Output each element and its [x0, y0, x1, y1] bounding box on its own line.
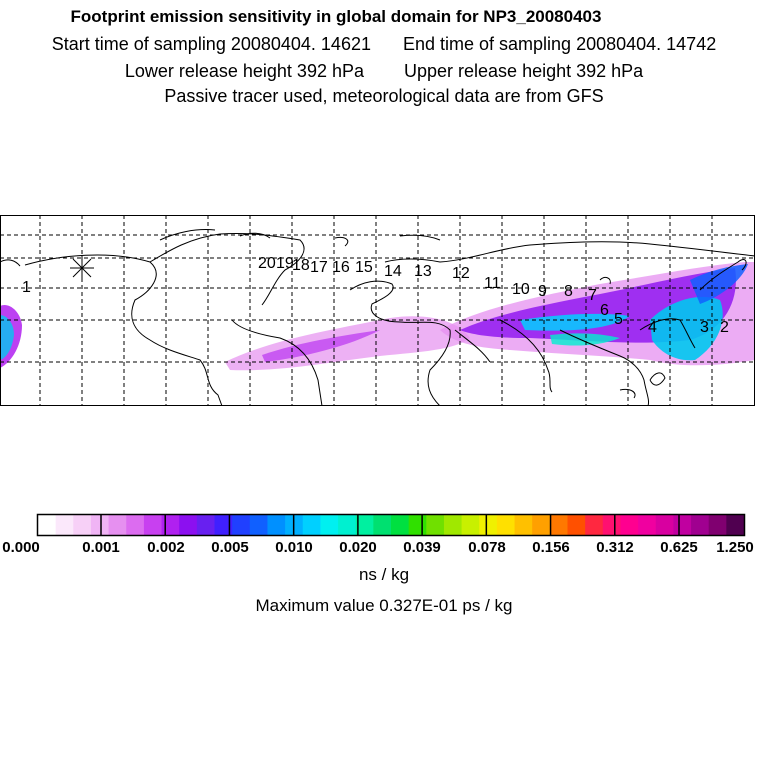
colorbar-ticks [100, 515, 680, 535]
trajectory-label: 1 [22, 279, 31, 296]
colorbar-swatch [426, 515, 445, 535]
colorbar-frame [36, 513, 746, 537]
maximum-value: Maximum value 0.327E-01 ps / kg [255, 596, 513, 615]
colorbar-swatch [461, 515, 480, 535]
colorbar-swatch [55, 515, 74, 535]
colorbar-swatch [708, 515, 727, 535]
release-heights: Lower release height 392 hPa Upper releas… [0, 61, 768, 82]
lat-lon-grid [0, 215, 755, 406]
map-content: 1 20 19 18 17 16 15 14 13 12 11 10 9 8 7… [0, 215, 755, 406]
trajectory-label: 6 [600, 302, 609, 319]
trajectory-label: 15 [355, 259, 373, 276]
trajectory-label: 18 [292, 257, 310, 274]
colorbar-tick-label: 0.010 [275, 539, 313, 556]
start-time: Start time of sampling 20080404. 14621 [51, 34, 371, 54]
plot-title: Footprint emission sensitivity in global… [70, 7, 602, 26]
colorbar-unit: ns / kg [358, 565, 410, 584]
colorbar-swatch [496, 515, 516, 535]
trajectory-label: 19 [276, 255, 294, 272]
colorbar-swatch [567, 515, 586, 535]
trajectory-label: 12 [452, 265, 470, 282]
trajectory-label: 10 [512, 281, 530, 298]
colorbar-swatch [196, 515, 216, 535]
colorbar-tick-label: 0.078 [468, 539, 506, 556]
colorbar-swatch [355, 515, 374, 535]
colorbar-swatch [373, 515, 392, 535]
tracer-note: Passive tracer used, meteorological data… [164, 86, 604, 106]
colorbar-swatch [655, 515, 674, 535]
colorbar-swatch [673, 515, 692, 535]
upper-release-height: Upper release height 392 hPa [404, 61, 644, 81]
colorbar-tick-label: 0.039 [403, 539, 441, 556]
trajectory-label: 8 [564, 283, 573, 300]
trajectory-label: 11 [484, 275, 501, 292]
map-frame [0, 215, 755, 406]
trajectory-label: 4 [648, 319, 657, 336]
trajectory-label: 17 [310, 259, 328, 276]
colorbar-tick-label: 0.000 [2, 539, 40, 556]
trajectory-label: 5 [614, 311, 623, 328]
sensitivity-field [0, 262, 755, 371]
trajectory-label: 14 [384, 263, 402, 280]
colorbar-swatch [532, 515, 551, 535]
colorbar-swatch [214, 515, 233, 535]
colorbar-swatch [249, 515, 269, 535]
colorbar-swatch [585, 515, 604, 535]
colorbar-swatch [338, 515, 357, 535]
colorbar-swatch [320, 515, 339, 535]
colorbar-swatch [267, 515, 286, 535]
colorbar-tick-label: 0.020 [339, 539, 377, 556]
colorbar-swatch [108, 515, 127, 535]
colorbar-swatch [549, 515, 569, 535]
colorbar-swatch [408, 515, 427, 535]
colorbar-swatch [638, 515, 657, 535]
trajectory-label: 7 [588, 287, 597, 304]
colorbar-tick-label: 0.005 [211, 539, 249, 556]
trajectory-label: 13 [414, 263, 432, 280]
end-time: End time of sampling 20080404. 14742 [402, 34, 717, 54]
colorbar-swatch [90, 515, 110, 535]
colorbar-swatch [302, 515, 321, 535]
trajectory-label: 20 [258, 255, 276, 272]
trajectory-labels: 1 20 19 18 17 16 15 14 13 12 11 10 9 8 7… [22, 255, 729, 336]
colorbar-tick-label: 0.156 [532, 539, 570, 556]
trajectory-label: 3 [700, 319, 709, 336]
colorbar-swatch [391, 515, 410, 535]
colorbar-swatch [726, 515, 745, 535]
colorbar-swatch [514, 515, 533, 535]
coastlines [0, 229, 755, 406]
colorbar-swatch [143, 515, 163, 535]
colorbar-tick-label: 0.625 [660, 539, 698, 556]
colorbar [38, 515, 745, 535]
colorbar-swatch [479, 515, 498, 535]
colorbar-tick-label: 1.250 [716, 539, 754, 556]
colorbar-swatch [232, 515, 251, 535]
lower-release-height: Lower release height 392 hPa [124, 61, 364, 81]
colorbar-swatch [179, 515, 198, 535]
colorbar-tick-label: 0.002 [147, 539, 185, 556]
colorbar-swatch [73, 515, 92, 535]
trajectory-label: 16 [332, 259, 350, 276]
trajectory-label: 9 [538, 283, 547, 300]
colorbar-swatch [602, 515, 622, 535]
colorbar-swatch [620, 515, 639, 535]
release-point-marker [70, 256, 94, 280]
colorbar-tick-label: 0.001 [82, 539, 120, 556]
trajectory-label: 2 [720, 319, 729, 336]
colorbar-swatch [443, 515, 463, 535]
colorbar-swatch [161, 515, 180, 535]
sampling-times: Start time of sampling 20080404. 14621 En… [0, 34, 768, 55]
colorbar-swatch [126, 515, 145, 535]
colorbar-swatch [38, 515, 57, 535]
colorbar-swatch [691, 515, 710, 535]
colorbar-tick-label: 0.312 [596, 539, 634, 556]
